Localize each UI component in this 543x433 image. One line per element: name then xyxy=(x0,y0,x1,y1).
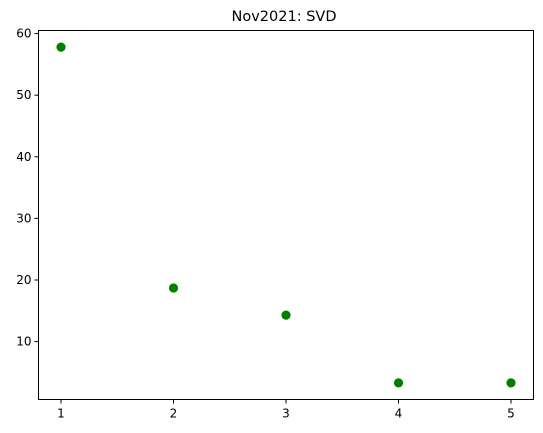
y-tick-label: 30 xyxy=(16,211,31,225)
y-tick-label: 60 xyxy=(16,27,31,41)
data-points xyxy=(56,42,516,388)
x-tick-label: 5 xyxy=(507,407,515,421)
chart-title: Nov2021: SVD xyxy=(232,9,337,25)
y-axis: 10 20 30 40 50 60 xyxy=(16,27,39,349)
data-point xyxy=(393,378,404,388)
x-axis: 1 2 3 4 5 xyxy=(57,399,515,421)
x-tick-label: 3 xyxy=(282,407,290,421)
x-tick-label: 4 xyxy=(395,407,403,421)
x-tick-label: 2 xyxy=(170,407,178,421)
data-point xyxy=(281,310,291,320)
x-tick-label: 1 xyxy=(57,407,65,421)
y-tick-label: 20 xyxy=(16,273,31,287)
y-tick-label: 10 xyxy=(16,335,31,349)
data-point xyxy=(506,378,516,388)
y-tick-label: 50 xyxy=(16,88,31,102)
y-tick-label: 40 xyxy=(16,150,31,164)
data-point xyxy=(168,283,179,293)
data-point xyxy=(56,42,66,52)
plot-frame xyxy=(38,30,534,400)
